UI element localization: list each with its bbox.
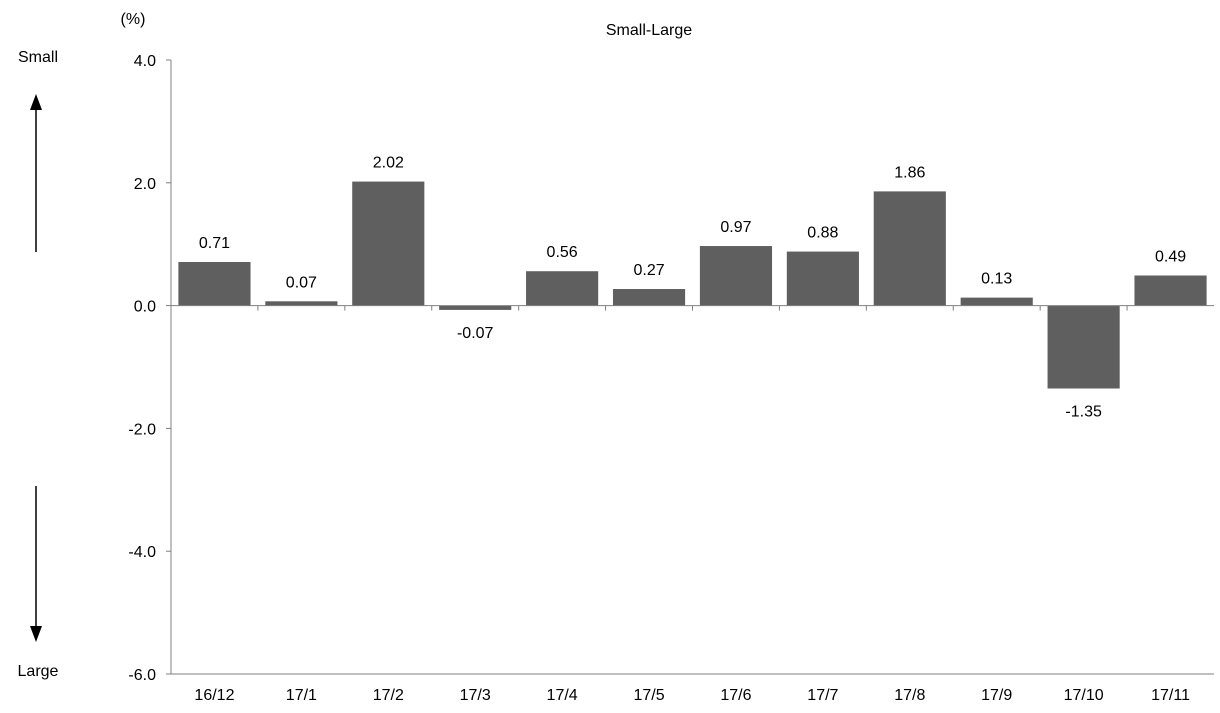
y-tick-label: 4.0 [134, 53, 156, 70]
data-label: -0.07 [457, 325, 494, 342]
x-tick-label: 17/7 [807, 687, 838, 704]
y-tick-label: -2.0 [128, 421, 156, 438]
x-tick-label: 16/12 [194, 687, 234, 704]
chart-title: Small-Large [606, 22, 692, 39]
bar [1047, 305, 1120, 389]
y-tick-label: -4.0 [128, 544, 156, 561]
y-tick-label: 2.0 [134, 176, 156, 193]
bar [439, 305, 512, 310]
y-axis: 4.0 2.0 0.0 -2.0 -4.0 -6.0 [128, 53, 172, 684]
bars: 0.71 0.07 2.02 -0.07 0.56 0.27 0.97 0.88 1.86 0.1… [178, 155, 1207, 420]
direction-label-small: Small [18, 49, 58, 66]
bar [612, 289, 686, 306]
bar [265, 301, 338, 306]
data-label: 0.97 [720, 219, 751, 236]
bar [873, 191, 946, 306]
data-label: 0.13 [981, 271, 1012, 288]
x-tick-label: 17/2 [373, 687, 404, 704]
data-label: 0.88 [807, 225, 838, 242]
arrow-up-icon [30, 94, 42, 252]
x-tick-label: 17/10 [1064, 687, 1104, 704]
x-tick-label: 17/4 [547, 687, 578, 704]
bar [786, 251, 859, 306]
data-label: 0.56 [547, 244, 578, 261]
x-tick-label: 17/1 [286, 687, 317, 704]
x-tick-label: 17/6 [720, 687, 751, 704]
bar [526, 271, 599, 306]
data-label: 1.86 [894, 164, 925, 181]
x-tick-label: 17/8 [894, 687, 925, 704]
direction-label-large: Large [18, 663, 59, 680]
x-axis: 16/12 17/1 17/2 17/3 17/4 17/5 17/6 17/7 17/8 17/… [171, 305, 1214, 704]
bar [1134, 275, 1207, 306]
arrow-down-icon [30, 486, 42, 642]
bar [699, 246, 773, 306]
data-label: 0.07 [286, 274, 317, 291]
bar [178, 262, 251, 306]
y-tick-label: 0.0 [134, 299, 156, 316]
data-label: 0.49 [1155, 249, 1186, 266]
x-tick-label: 17/3 [460, 687, 491, 704]
bar [960, 297, 1033, 306]
y-tick-label: -6.0 [128, 667, 156, 684]
bar [352, 181, 425, 306]
x-tick-label: 17/9 [981, 687, 1012, 704]
data-label: 2.02 [373, 155, 404, 172]
data-label: -1.35 [1065, 403, 1102, 420]
data-label: 0.27 [633, 262, 664, 279]
x-tick-label: 17/11 [1151, 687, 1190, 704]
unit-label: (%) [121, 11, 146, 28]
data-label: 0.71 [199, 235, 230, 252]
x-tick-label: 17/5 [633, 687, 664, 704]
